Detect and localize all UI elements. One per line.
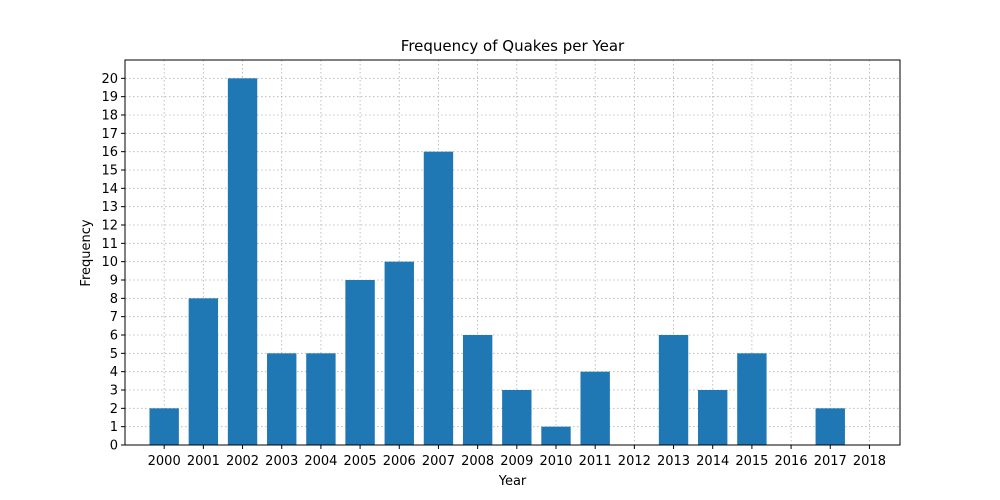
y-tick-label: 5 <box>110 347 118 362</box>
y-tick-label: 15 <box>101 164 118 179</box>
y-tick-label: 12 <box>101 219 118 234</box>
bar-2015 <box>737 353 767 445</box>
x-tick-label: 2005 <box>344 454 377 469</box>
x-tick-label: 2008 <box>461 454 494 469</box>
y-tick-label: 4 <box>110 365 118 380</box>
y-tick-label: 3 <box>110 384 118 399</box>
bar-2017 <box>815 408 845 445</box>
x-tick-label: 2011 <box>579 454 612 469</box>
bars <box>149 78 845 445</box>
bar-2006 <box>384 261 414 445</box>
x-tick-label: 2003 <box>265 454 298 469</box>
bar-2003 <box>267 353 297 445</box>
bar-2013 <box>658 335 689 445</box>
bar-2014 <box>698 390 728 445</box>
y-tick-label: 14 <box>101 182 118 197</box>
bar-2000 <box>149 408 179 445</box>
y-tick-label: 1 <box>110 420 118 435</box>
y-tick-label: 2 <box>110 402 118 417</box>
bar-2011 <box>580 371 610 445</box>
y-tick-label: 13 <box>101 200 118 215</box>
y-tick-label: 9 <box>110 274 118 289</box>
y-tick-label: 20 <box>101 72 118 87</box>
x-tick-label: 2013 <box>657 454 690 469</box>
bar-2001 <box>188 298 219 445</box>
x-tick-label: 2009 <box>500 454 533 469</box>
bar-2004 <box>306 353 336 445</box>
x-tick-label: 2018 <box>853 454 886 469</box>
x-tick-label: 2006 <box>383 454 416 469</box>
x-tick-label: 2012 <box>618 454 651 469</box>
x-tick-label: 2015 <box>735 454 768 469</box>
y-tick-label: 17 <box>101 127 118 142</box>
x-tick-label: 2017 <box>814 454 847 469</box>
x-tick-label: 2007 <box>422 454 455 469</box>
chart-title: Frequency of Quakes per Year <box>401 37 625 55</box>
y-tick-label: 10 <box>101 255 118 270</box>
y-tick-label: 18 <box>101 109 118 124</box>
x-tick-label: 2014 <box>696 454 729 469</box>
plot-frame <box>124 59 901 446</box>
x-axis: 2000 2001 2002 2003 2004 2005 2006 2007 2008 2009… <box>148 445 886 469</box>
bar-2010 <box>541 426 571 445</box>
y-tick-label: 19 <box>101 90 118 105</box>
x-tick-label: 2004 <box>304 454 337 469</box>
y-tick-label: 16 <box>101 145 118 160</box>
y-tick-label: 8 <box>110 292 118 307</box>
x-tick-label: 2010 <box>539 454 572 469</box>
x-tick-label: 2016 <box>775 454 808 469</box>
x-tick-label: 2002 <box>226 454 259 469</box>
x-tick-label: 2000 <box>148 454 181 469</box>
bar-2002 <box>227 78 258 445</box>
bar-2005 <box>345 280 375 445</box>
y-tick-label: 11 <box>101 237 118 252</box>
y-tick-label: 0 <box>110 439 118 454</box>
y-tick-label: 7 <box>110 310 118 325</box>
bar-2008 <box>462 335 493 445</box>
x-tick-label: 2001 <box>187 454 220 469</box>
bar-2007 <box>423 151 454 445</box>
x-axis-label: Year <box>498 474 527 489</box>
y-axis-label: Frequency <box>79 219 94 286</box>
y-tick-label: 6 <box>110 329 118 344</box>
bar-2009 <box>502 390 532 445</box>
